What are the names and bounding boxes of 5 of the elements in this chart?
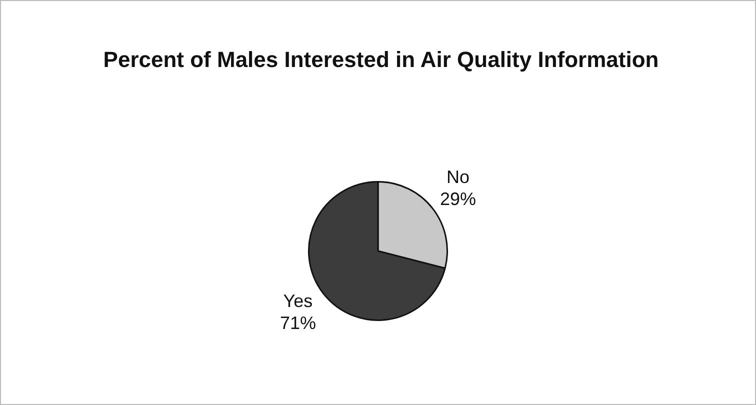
slice-label: Yes	[283, 291, 313, 312]
slice-label: No	[446, 166, 470, 187]
data-label: 71%	[280, 313, 316, 334]
chart-title: Percent of Males Interested in Air Quality Information	[102, 46, 660, 74]
data-label: 29%	[440, 188, 476, 209]
